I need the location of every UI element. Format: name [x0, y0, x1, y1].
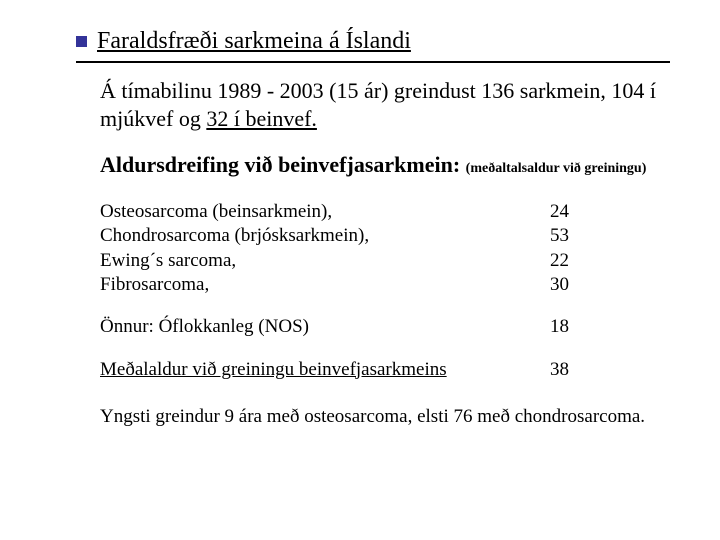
- row-value: 22: [510, 249, 670, 273]
- subheading: Aldursdreifing við beinvefjasarkmein: (m…: [100, 152, 670, 178]
- intro-part1: Á tímabilinu 1989 - 2003 (15 ár) greindu…: [100, 78, 656, 131]
- row-value: 30: [510, 273, 670, 297]
- slide-title: Faraldsfræði sarkmeina á Íslandi: [97, 28, 411, 55]
- table-row: Chondrosarcoma (brjósksarkmein), 53: [100, 224, 670, 248]
- row-value: 18: [510, 315, 670, 339]
- bullet-icon: [76, 36, 87, 47]
- table-row: Ewing´s sarcoma, 22: [100, 249, 670, 273]
- intro-beinvef: 32 í beinvef.: [206, 106, 317, 131]
- subhead-note: (meðaltalsaldur við greiningu): [466, 161, 647, 176]
- row-label: Meðalaldur við greiningu beinvefjasarkme…: [100, 358, 510, 382]
- slide: Faraldsfræði sarkmeina á Íslandi Á tímab…: [0, 0, 720, 540]
- row-label: Ewing´s sarcoma,: [100, 249, 510, 273]
- row-value: 24: [510, 200, 670, 224]
- table-row: Fibrosarcoma, 30: [100, 273, 670, 297]
- title-row: Faraldsfræði sarkmeina á Íslandi: [100, 28, 670, 55]
- table-row-avg: Meðalaldur við greiningu beinvefjasarkme…: [100, 358, 670, 382]
- row-value: 53: [510, 224, 670, 248]
- row-label: Önnur: Óflokkanleg (NOS): [100, 315, 510, 339]
- table-row: Osteosarcoma (beinsarkmein), 24: [100, 200, 670, 224]
- intro-text: Á tímabilinu 1989 - 2003 (15 ár) greindu…: [100, 77, 670, 132]
- row-label: Chondrosarcoma (brjósksarkmein),: [100, 224, 510, 248]
- avg-label: Meðalaldur við greiningu beinvefjasarkme…: [100, 359, 447, 380]
- title-rule: [76, 61, 670, 63]
- footer-text: Yngsti greindur 9 ára með osteosarcoma, …: [100, 406, 670, 428]
- row-label: Fibrosarcoma,: [100, 273, 510, 297]
- table-spacer: [100, 340, 670, 358]
- table-row: Önnur: Óflokkanleg (NOS) 18: [100, 315, 670, 339]
- row-value: 38: [510, 358, 670, 382]
- row-label: Osteosarcoma (beinsarkmein),: [100, 200, 510, 224]
- subhead-bold: Aldursdreifing við beinvefjasarkmein:: [100, 152, 460, 177]
- table-spacer: [100, 297, 670, 315]
- age-table: Osteosarcoma (beinsarkmein), 24 Chondros…: [100, 200, 670, 382]
